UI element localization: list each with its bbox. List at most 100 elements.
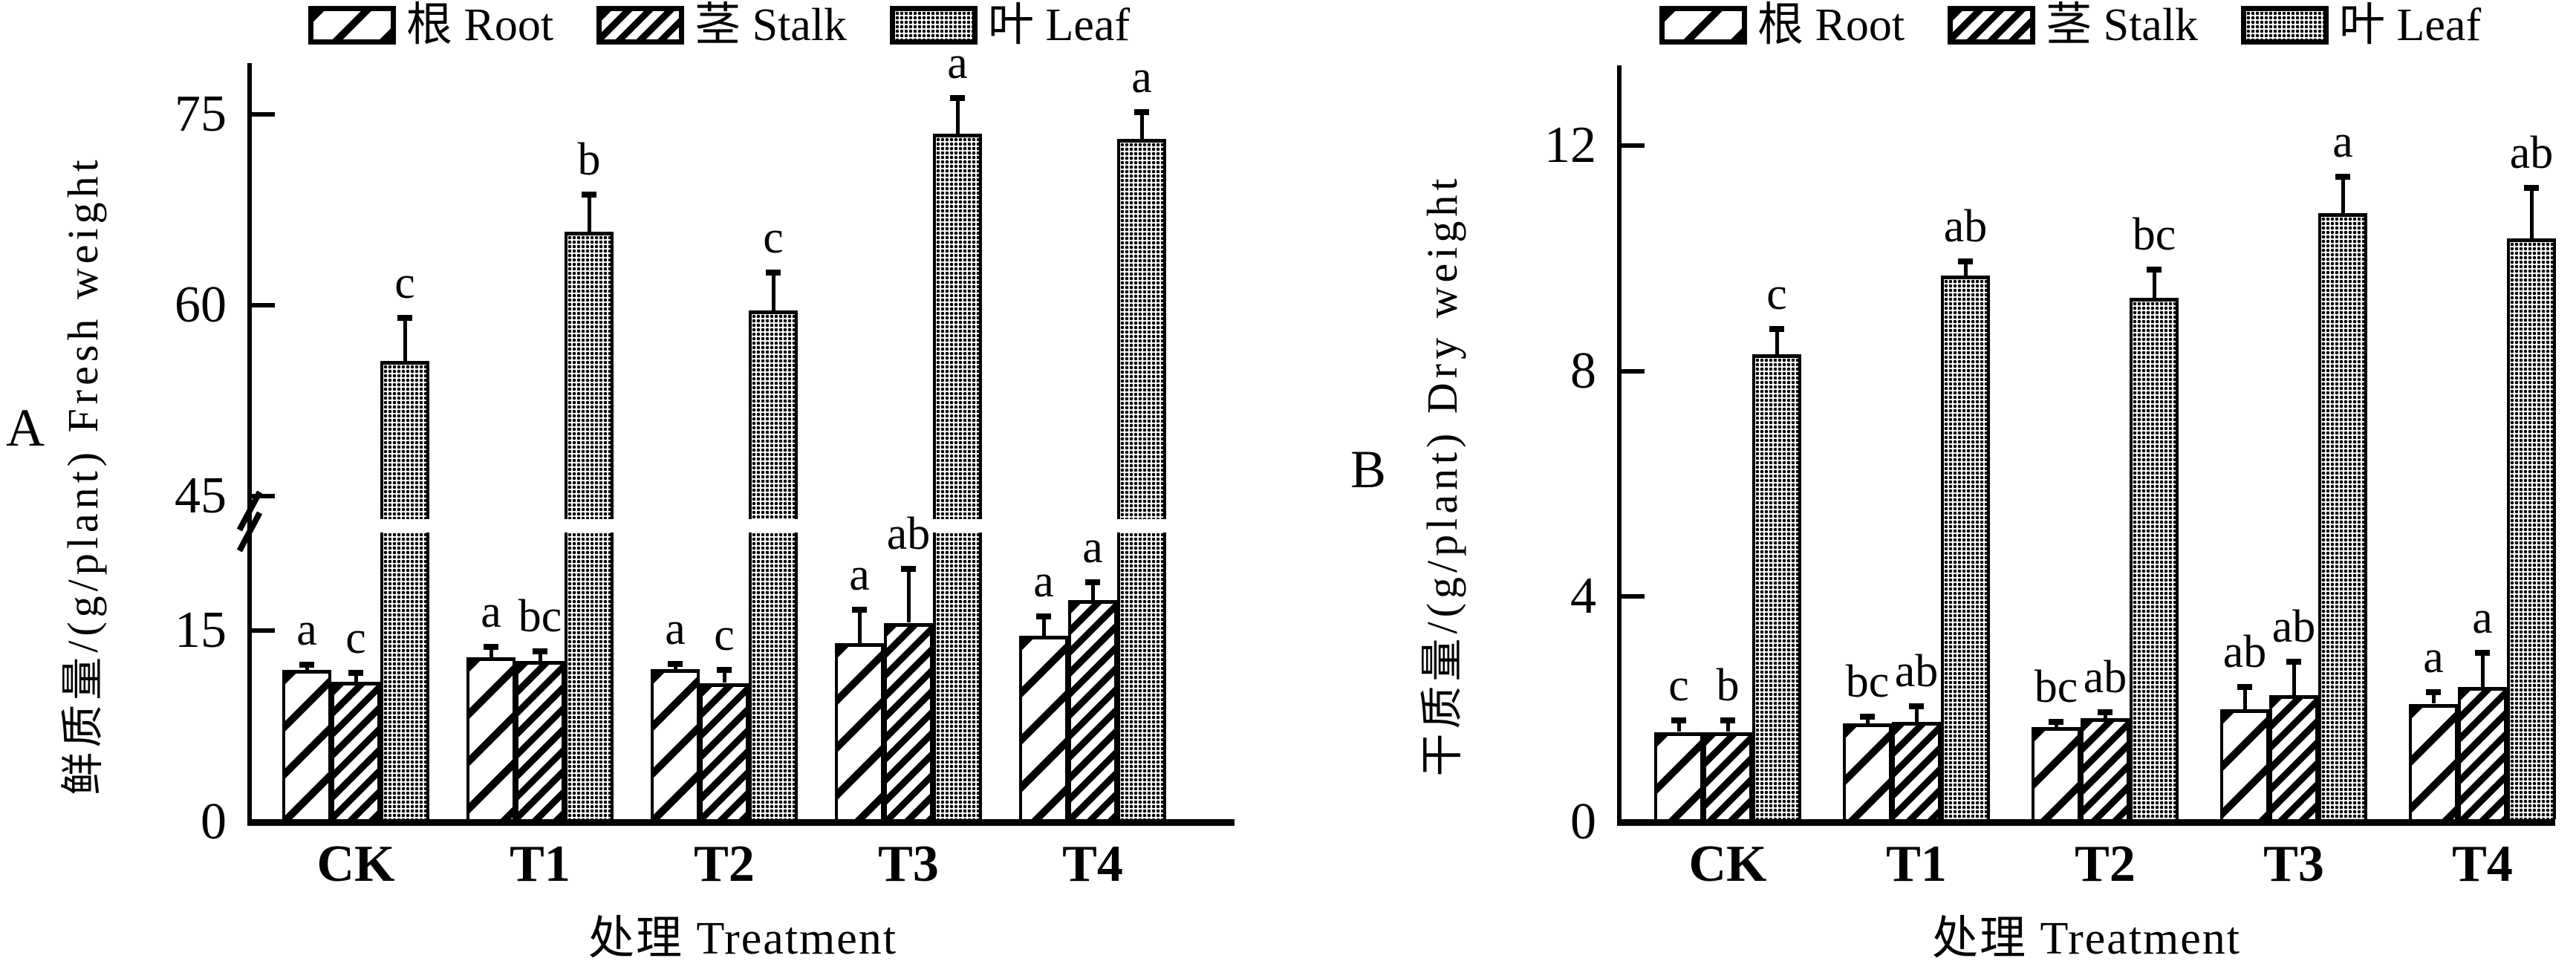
sig-letter: bc: [1845, 657, 1890, 707]
sig-letter: ab: [2271, 602, 2316, 652]
x-axis-category-label: T2: [2075, 836, 2136, 893]
bar-stalk-ck: [1703, 732, 1752, 819]
sig-letter: c: [394, 258, 415, 308]
error-bar: [1915, 706, 1919, 722]
error-bar: [907, 569, 911, 622]
error-bar-cap: [1860, 714, 1875, 720]
error-bar-cap: [1671, 717, 1686, 723]
bar-leaf-t2-upper: [749, 310, 798, 519]
bar-leaf-t2: [2130, 298, 2179, 819]
x-axis-category-label: T3: [878, 836, 939, 893]
legend-item-root: 根 Root: [308, 1, 553, 49]
y-axis-tick: [1621, 143, 1645, 148]
error-bar-cap: [2524, 185, 2539, 191]
error-bar: [2481, 653, 2485, 687]
error-bar: [2341, 177, 2345, 213]
y-axis-tick-label: 45: [175, 467, 227, 524]
error-bar-cap: [1134, 109, 1149, 115]
y-axis-tick-label: 15: [175, 602, 227, 659]
sig-letter: a: [1131, 52, 1152, 102]
bar-leaf-t2-lower: [749, 533, 798, 819]
bar-root-t1: [1843, 723, 1892, 819]
sig-letter: a: [665, 604, 686, 654]
x-axis-line: [247, 819, 1235, 826]
bar-root-t1: [466, 657, 515, 819]
x-axis-title-b: 处理 Treatment: [1931, 913, 2242, 964]
bar-leaf-t1: [1941, 276, 1990, 819]
sig-letter: bc: [518, 591, 562, 642]
diagonal-hatch-wide-swatch-icon: [1659, 6, 1747, 45]
bar-leaf-t3-lower: [933, 533, 982, 819]
legend-b: 根 Root 茎 Stalk 叶 Leaf: [1659, 1, 2481, 49]
sig-letter: c: [1766, 269, 1787, 319]
sig-letter: c: [763, 212, 784, 263]
diagonal-hatch-dense-swatch-icon: [1948, 6, 2036, 45]
bar-leaf-t1-upper: [565, 232, 614, 519]
sig-letter: a: [2423, 632, 2444, 683]
sig-letter: c: [345, 613, 366, 663]
legend-item-leaf: 叶 Leaf: [2241, 1, 2481, 49]
error-bar: [723, 670, 726, 683]
error-bar: [1677, 720, 1681, 732]
error-bar: [354, 673, 358, 682]
sig-letter: c: [714, 610, 735, 660]
sig-letter: ab: [2083, 652, 2127, 703]
sig-letter: bc: [2132, 209, 2176, 260]
x-axis-title-a: 处理 Treatment: [588, 913, 898, 964]
y-axis-tick-label: 4: [1570, 567, 1596, 625]
error-bar-cap: [299, 662, 314, 668]
diagonal-hatch-dense-swatch-icon: [596, 6, 685, 45]
plot-area-a: 0 15 45 60 75 a c c CK a bc b T1 a c c T2 a ab a T3 a a a T4: [175, 38, 1235, 893]
bar-leaf-t3: [2318, 213, 2367, 819]
x-axis-category-label: T1: [510, 836, 570, 893]
y-axis-tick-label: 8: [1570, 342, 1596, 400]
sig-letter: a: [2472, 593, 2493, 643]
sig-letter: ab: [2509, 128, 2554, 178]
bar-stalk-t3: [884, 623, 933, 819]
diagonal-hatch-wide-swatch-icon: [308, 6, 396, 45]
dot-grid-gray-swatch-icon: [890, 6, 978, 45]
sig-letter: bc: [2034, 662, 2078, 712]
bar-leaf-ck: [1752, 354, 1801, 819]
error-bar: [1140, 112, 1144, 139]
error-bar: [2243, 687, 2247, 709]
bar-leaf-t1-lower: [565, 533, 614, 819]
sig-letter: a: [1082, 522, 1103, 573]
bar-root-ck: [282, 670, 331, 819]
bar-root-t4: [2409, 704, 2458, 819]
legend-label: 根 Root: [406, 0, 554, 51]
plot-area-b: 0 4 8 12 c b c CK bc ab ab T1 bc ab bc T2 ab ab a T3 a a ab T4: [1288, 0, 2576, 964]
error-bar-cap: [348, 670, 363, 676]
x-axis-line: [1617, 819, 2555, 826]
error-bar-cap: [766, 270, 781, 276]
bar-stalk-t3: [2269, 695, 2318, 819]
error-bar: [2292, 662, 2296, 696]
y-axis-tick: [251, 303, 275, 307]
y-axis-tick: [1621, 369, 1645, 374]
bar-root-t2: [651, 669, 700, 819]
error-bar-cap: [901, 566, 916, 572]
error-bar: [1775, 329, 1779, 354]
error-bar-cap: [1720, 717, 1735, 723]
sig-letter: ab: [2222, 627, 2267, 677]
error-bar-cap: [852, 607, 867, 613]
bar-stalk-t1: [1892, 722, 1941, 819]
error-bar: [1091, 582, 1095, 600]
sig-letter: a: [947, 38, 968, 88]
error-bar-cap: [1085, 579, 1100, 585]
sig-letter: b: [577, 134, 601, 185]
legend-label: 叶 Leaf: [988, 0, 1131, 51]
y-axis-tick: [1621, 594, 1645, 599]
error-bar-cap: [2049, 719, 2063, 725]
bar-root-t4: [1019, 636, 1068, 819]
y-axis-tick-label: 0: [201, 793, 227, 850]
sig-letter: a: [481, 587, 501, 637]
y-axis-tick-label: 12: [1544, 117, 1596, 174]
sig-letter: c: [1668, 660, 1689, 711]
x-axis-category-label: T2: [694, 836, 755, 893]
y-axis-tick: [251, 628, 275, 633]
error-bar-cap: [2098, 709, 2112, 715]
error-bar-cap: [2426, 689, 2441, 695]
error-bar: [2153, 270, 2156, 298]
